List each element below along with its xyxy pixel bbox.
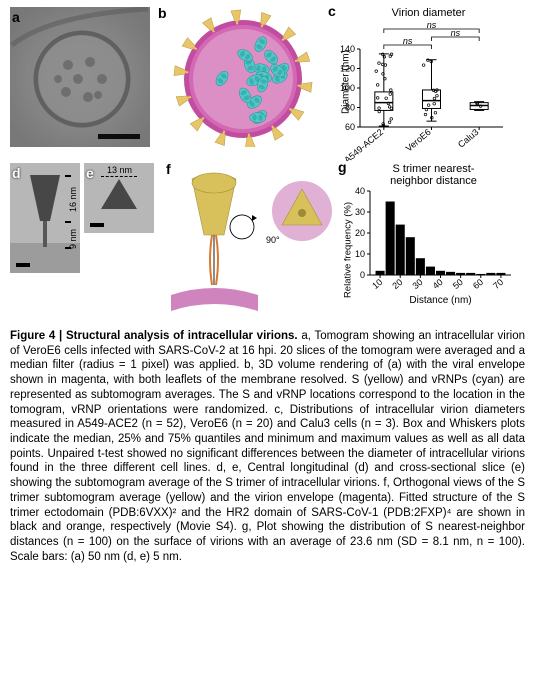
panel-g: g S trimer nearest- neighbor distance Re… (342, 163, 525, 313)
panel-d-label: d (12, 165, 21, 181)
scale-bar-a (98, 134, 140, 139)
panel-b-label: b (158, 5, 167, 21)
caption-body: a, Tomogram showing an intracellular vir… (10, 330, 525, 563)
scale-bar-e (90, 223, 104, 227)
panel-f: f 90° (166, 163, 336, 313)
panel-e: e 13 nm (84, 163, 154, 233)
svg-text:20: 20 (390, 277, 404, 291)
e-width-val: 13 (107, 165, 117, 175)
svg-text:ns: ns (451, 28, 461, 38)
caption-head: Figure 4 | Structural analysis of intrac… (10, 330, 298, 342)
svg-text:40: 40 (431, 277, 445, 291)
e-width-dim: 13 nm (107, 165, 132, 175)
panel-a: a (10, 7, 150, 147)
panel-c-label: c (328, 3, 336, 19)
svg-text:Distance (nm): Distance (nm) (409, 295, 471, 305)
boxplot-chart: 6080100120140nsnsnsA549-ACE2VeroE6Calu3 (332, 21, 507, 161)
panel-c-ylabel: Diameter (nm) (340, 50, 351, 114)
svg-text:0: 0 (360, 270, 365, 280)
svg-text:50: 50 (451, 277, 465, 291)
s-trimer-views: 90° (166, 163, 336, 313)
svg-text:Calu3: Calu3 (456, 127, 480, 150)
svg-text:40: 40 (355, 187, 365, 196)
panel-c-title: Virion diameter (332, 7, 525, 19)
svg-text:30: 30 (355, 207, 365, 217)
figure-caption: Figure 4 | Structural analysis of intrac… (10, 329, 525, 565)
svg-text:60: 60 (345, 122, 355, 132)
panel-g-title: S trimer nearest- neighbor distance (342, 163, 525, 187)
panel-b: b (158, 7, 328, 147)
panel-d: d 16 nm 9 nm (10, 163, 80, 273)
svg-text:ns: ns (427, 21, 437, 30)
svg-text:10: 10 (370, 277, 384, 291)
svg-text:20: 20 (355, 228, 365, 238)
histogram-chart: 0 10 20 30 40 10 20 30 40 50 60 70 Distance (nm) (342, 187, 517, 305)
panel-c: c Virion diameter Diameter (nm) 60801001… (332, 7, 525, 157)
svg-text:60: 60 (471, 277, 485, 291)
svg-text:10: 10 (355, 249, 365, 259)
d-head-dim: 16 nm (68, 187, 78, 212)
e-dashed (101, 176, 137, 177)
panel-g-ylabel: Relative frequency (%) (343, 202, 354, 298)
svg-text:90°: 90° (266, 235, 280, 245)
svg-text:VeroE6: VeroE6 (404, 127, 433, 154)
virion-3d-render (168, 7, 318, 147)
svg-text:30: 30 (411, 277, 425, 291)
panel-f-label: f (166, 161, 171, 177)
panel-a-label: a (12, 9, 20, 25)
tomogram-image (10, 7, 150, 147)
svg-text:ns: ns (403, 36, 413, 46)
panel-e-label: e (86, 165, 94, 181)
svg-text:70: 70 (491, 277, 505, 291)
d-head-val: 16 (68, 202, 78, 212)
scale-bar-d (16, 263, 30, 267)
figure-4: a (0, 0, 535, 565)
d-guides (65, 175, 66, 247)
panel-g-label: g (338, 159, 347, 175)
